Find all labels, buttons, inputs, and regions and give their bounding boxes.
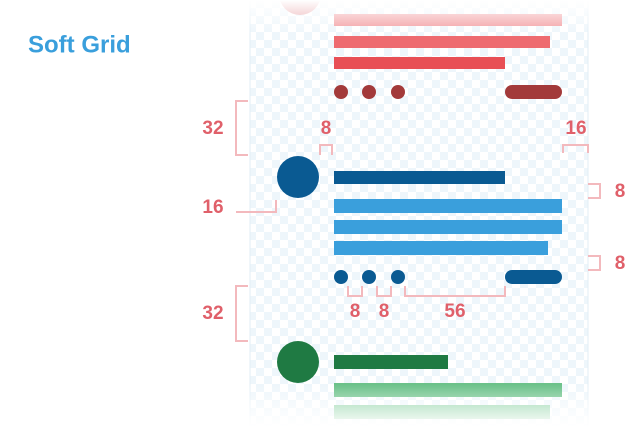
spacing-label: 32 <box>202 303 223 324</box>
spacing-label: 8 <box>321 118 332 139</box>
brackets <box>235 100 601 342</box>
spacing-label: 32 <box>202 118 223 139</box>
spacing-label: 16 <box>565 118 586 139</box>
spacing-label: 8 <box>350 301 361 322</box>
spacing-label: 8 <box>615 181 626 202</box>
spacing-label: 8 <box>379 301 390 322</box>
title: Soft Grid <box>28 31 131 58</box>
spacing-label: 56 <box>444 301 465 322</box>
spacing-label: 16 <box>202 197 223 218</box>
panel <box>240 0 600 427</box>
spacing-label: 8 <box>615 253 626 274</box>
